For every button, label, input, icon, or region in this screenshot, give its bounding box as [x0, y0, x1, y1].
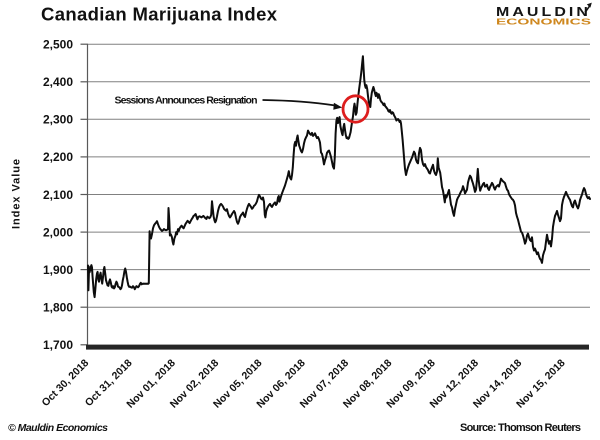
svg-text:2,500: 2,500 — [43, 38, 73, 52]
svg-text:Canadian Marijuana Index: Canadian Marijuana Index — [41, 4, 278, 25]
svg-text:2,400: 2,400 — [43, 75, 73, 89]
svg-text:ECONOMICS: ECONOMICS — [496, 18, 592, 27]
svg-text:MAULDIN: MAULDIN — [496, 4, 591, 19]
svg-text:1,800: 1,800 — [43, 301, 73, 315]
svg-text:© Mauldin Economics: © Mauldin Economics — [8, 422, 108, 434]
svg-text:2,200: 2,200 — [43, 150, 73, 164]
svg-text:2,000: 2,000 — [43, 225, 73, 239]
svg-text:2,300: 2,300 — [43, 113, 73, 127]
svg-text:1,700: 1,700 — [43, 338, 73, 352]
svg-text:Source: Thomson Reuters: Source: Thomson Reuters — [460, 422, 581, 434]
svg-text:1,900: 1,900 — [43, 263, 73, 277]
svg-text:2,100: 2,100 — [43, 188, 73, 202]
svg-text:Sessions Announces Resignation: Sessions Announces Resignation — [115, 95, 258, 107]
svg-text:Index Value: Index Value — [11, 159, 23, 229]
